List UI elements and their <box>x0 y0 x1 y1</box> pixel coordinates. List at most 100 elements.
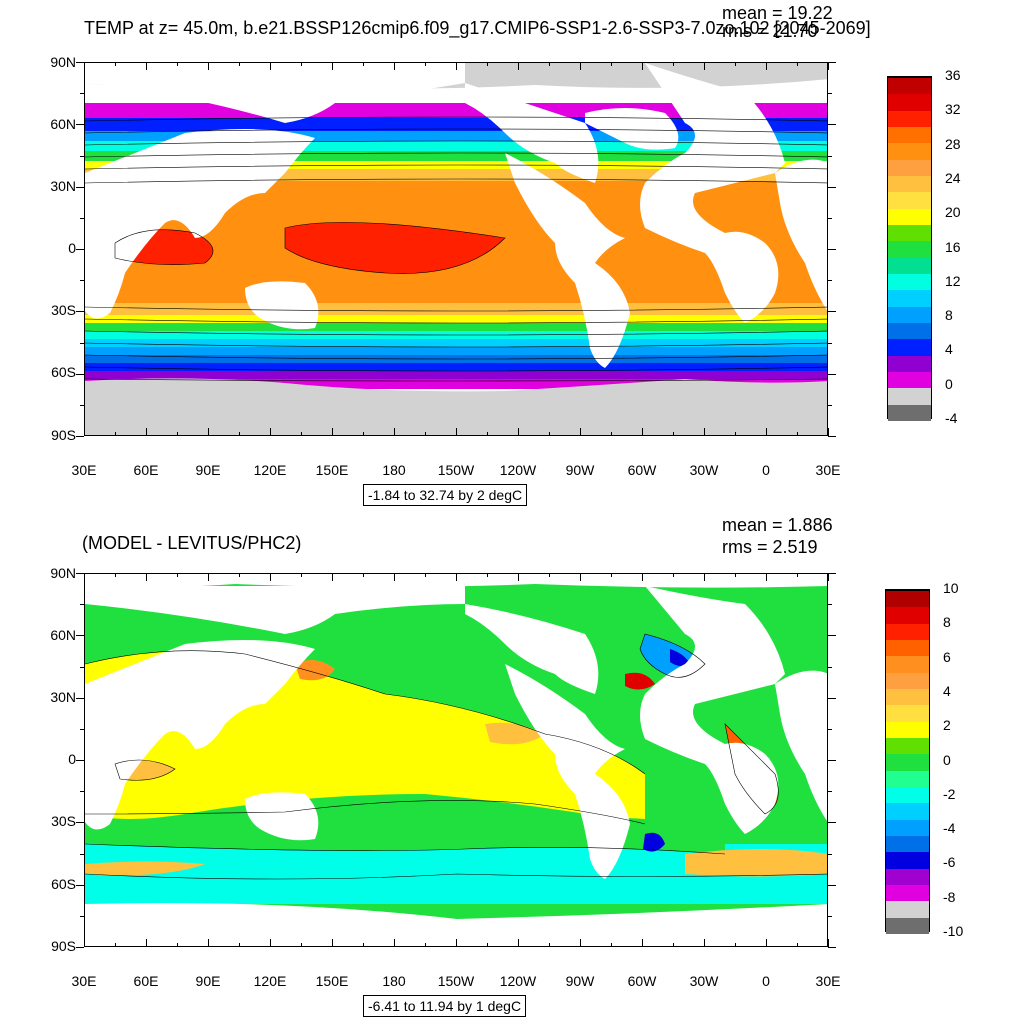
axis-tick <box>673 432 674 436</box>
p2-lon-180: 180 <box>382 973 406 989</box>
axis-tick <box>487 943 488 947</box>
axis-tick <box>76 186 84 188</box>
colorbar-swatch <box>886 835 929 853</box>
axis-tick <box>828 124 836 126</box>
colorbar-label: 0 <box>943 751 951 768</box>
axis-tick <box>146 428 147 436</box>
axis-tick <box>828 62 836 63</box>
axis-tick <box>766 939 767 947</box>
axis-tick <box>177 573 178 577</box>
axis-tick <box>80 217 84 219</box>
colorbar-label: 8 <box>943 614 951 631</box>
axis-tick <box>518 62 519 70</box>
axis-tick <box>332 939 333 947</box>
colorbar-swatch <box>886 704 929 722</box>
axis-tick <box>611 573 612 577</box>
p1-lat-60n: 60N <box>50 116 76 132</box>
colorbar-swatch <box>886 655 929 673</box>
axis-tick <box>80 728 84 730</box>
axis-tick <box>146 62 147 70</box>
axis-tick <box>208 428 209 436</box>
axis-tick <box>828 573 829 581</box>
p2-lon-120e: 120E <box>253 973 287 989</box>
axis-tick <box>735 943 736 947</box>
axis-tick <box>828 404 832 406</box>
axis-tick <box>80 853 84 855</box>
colorbar-swatch <box>888 289 931 307</box>
axis-tick <box>332 573 333 581</box>
colorbar-swatch <box>888 142 931 160</box>
axis-tick <box>704 939 705 947</box>
colorbar-label: 8 <box>945 307 953 324</box>
p2-lon-30e-end: 30E <box>815 973 841 989</box>
p2-lat-60n: 60N <box>50 627 76 643</box>
axis-tick <box>549 62 550 66</box>
axis-tick <box>146 939 147 947</box>
axis-tick <box>301 62 302 66</box>
axis-tick <box>580 62 581 70</box>
axis-tick <box>394 62 395 70</box>
colorbar-label: 20 <box>945 204 961 221</box>
colorbar-swatch <box>886 900 929 918</box>
axis-tick <box>456 573 457 581</box>
axis-tick <box>673 943 674 947</box>
axis-tick <box>363 573 364 577</box>
colorbar-swatch <box>886 688 929 706</box>
colorbar-swatch <box>886 916 929 934</box>
p1-lat-0: 0 <box>68 240 76 256</box>
axis-tick <box>580 428 581 436</box>
p1-lon-150w: 150W <box>437 462 475 478</box>
axis-tick <box>828 635 836 637</box>
axis-tick <box>828 760 836 761</box>
p1-lon-120e: 120E <box>253 462 287 478</box>
axis-tick <box>828 311 836 313</box>
axis-tick <box>208 939 209 947</box>
axis-tick <box>828 915 832 917</box>
colorbar-swatch <box>888 387 931 405</box>
axis-tick <box>642 939 643 947</box>
axis-tick <box>518 939 519 947</box>
axis-tick <box>611 62 612 66</box>
difference-colorbar <box>885 589 930 934</box>
p1-lat-30n: 30N <box>50 178 76 194</box>
colorbar-swatch <box>888 305 931 323</box>
axis-tick <box>394 939 395 947</box>
p2-lon-30e: 30E <box>71 973 97 989</box>
axis-tick <box>80 791 84 793</box>
axis-tick <box>766 573 767 581</box>
axis-tick <box>239 943 240 947</box>
colorbar-swatch <box>886 720 929 738</box>
axis-tick <box>828 280 832 282</box>
axis-tick <box>301 432 302 436</box>
axis-tick <box>456 428 457 436</box>
axis-tick <box>76 249 84 250</box>
axis-tick <box>76 822 84 824</box>
colorbar-swatch <box>886 802 929 820</box>
p1-lon-0: 0 <box>762 462 770 478</box>
p1-lon-60e: 60E <box>133 462 159 478</box>
p2-lat-0: 0 <box>68 751 76 767</box>
axis-tick <box>487 432 488 436</box>
axis-tick <box>84 939 85 947</box>
colorbar-swatch <box>886 622 929 640</box>
axis-tick <box>425 573 426 577</box>
axis-tick <box>487 62 488 66</box>
axis-tick <box>828 436 836 437</box>
axis-tick <box>828 939 829 947</box>
axis-tick <box>456 939 457 947</box>
axis-tick <box>177 62 178 66</box>
colorbar-label: -4 <box>943 820 956 837</box>
axis-tick <box>456 62 457 70</box>
axis-tick <box>80 915 84 917</box>
axis-tick <box>76 124 84 126</box>
axis-tick <box>828 666 832 668</box>
axis-tick <box>704 573 705 581</box>
panel2-rms: rms = 2.519 <box>722 537 818 557</box>
axis-tick <box>208 62 209 70</box>
axis-tick <box>797 573 798 577</box>
axis-tick <box>518 428 519 436</box>
axis-tick <box>301 943 302 947</box>
axis-tick <box>270 428 271 436</box>
axis-tick <box>797 432 798 436</box>
p2-lon-0: 0 <box>762 973 770 989</box>
